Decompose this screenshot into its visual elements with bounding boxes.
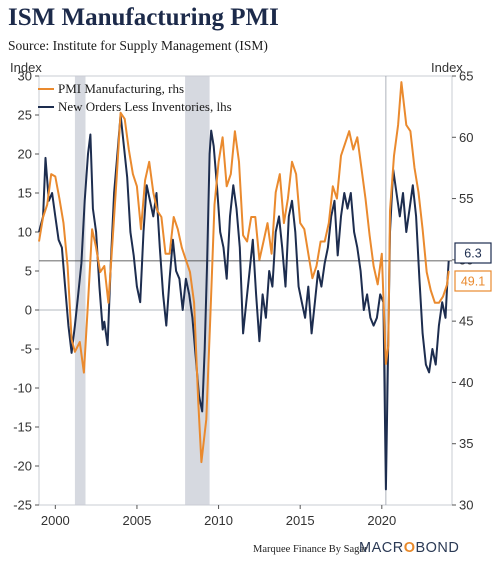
brand-part-2: BOND <box>415 540 460 556</box>
left-tick-label: 15 <box>18 186 32 201</box>
x-tick-label: 2010 <box>204 513 233 528</box>
recession-band-0 <box>74 76 86 505</box>
left-tick-label: 25 <box>18 108 32 123</box>
legend-item-orders: New Orders Less Inventories, lhs <box>38 98 232 116</box>
legend-label-pmi: PMI Manufacturing, rhs <box>58 81 185 96</box>
left-tick-label: -15 <box>13 420 32 435</box>
left-tick-label: 10 <box>18 225 32 240</box>
legend-swatch-pmi <box>38 88 54 90</box>
left-tick-label: 0 <box>25 303 32 318</box>
x-tick-label: 2020 <box>367 513 396 528</box>
left-tick-label: 20 <box>18 147 32 162</box>
brand-part-1: MACR <box>359 540 404 556</box>
callout-orders-label: 6.3 <box>464 247 481 261</box>
left-tick-label: 5 <box>25 264 32 279</box>
right-tick-label: 35 <box>459 436 473 451</box>
left-tick-label: -20 <box>13 459 32 474</box>
series-line-pmi <box>38 81 450 464</box>
chart-title: ISM Manufacturing PMI <box>8 4 279 31</box>
x-tick-label: 2005 <box>122 513 151 528</box>
right-tick-label: 45 <box>459 314 473 329</box>
legend-swatch-orders <box>38 106 54 108</box>
brand-o: O <box>403 540 416 556</box>
left-tick-label: -25 <box>13 498 32 513</box>
left-tick-label: -10 <box>13 381 32 396</box>
callout-orders-box <box>454 242 492 264</box>
legend: PMI Manufacturing, rhs New Orders Less I… <box>38 80 232 116</box>
plot-frame <box>38 75 453 506</box>
chart-subtitle: Source: Institute for Supply Management … <box>8 38 268 53</box>
right-tick-label: 65 <box>459 69 473 84</box>
x-tick-label: 2000 <box>41 513 70 528</box>
footer-credit: Marquee Finance By Sagar <box>253 544 368 555</box>
right-tick-label: 60 <box>459 130 473 145</box>
macrobond-logo: MACROBOND <box>359 540 459 556</box>
legend-label-orders: New Orders Less Inventories, lhs <box>58 99 232 114</box>
right-tick-label: 40 <box>459 375 473 390</box>
right-axis-title: Index <box>431 60 463 75</box>
right-tick-label: 55 <box>459 191 473 206</box>
right-tick-label: 30 <box>459 498 473 513</box>
legend-item-pmi: PMI Manufacturing, rhs <box>38 80 232 98</box>
left-axis-title: Index <box>10 60 42 75</box>
callout-pmi-label: 49.1 <box>461 275 485 289</box>
series-line-orders <box>38 114 450 491</box>
left-tick-label: -5 <box>20 342 32 357</box>
x-tick-label: 2015 <box>286 513 315 528</box>
left-tick-label: 30 <box>18 69 32 84</box>
callout-pmi-box <box>454 270 492 292</box>
